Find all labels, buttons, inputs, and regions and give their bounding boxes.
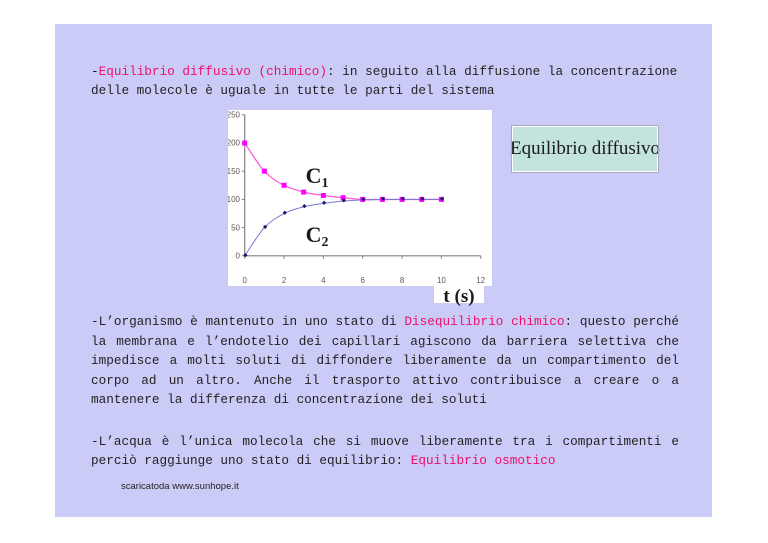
svg-text:4: 4 (321, 276, 326, 285)
svg-text:50: 50 (231, 223, 240, 232)
svg-text:200: 200 (228, 139, 241, 148)
svg-text:250: 250 (228, 111, 241, 120)
svg-text:12: 12 (476, 276, 485, 285)
svg-text:C2: C2 (305, 222, 328, 250)
svg-text:100: 100 (228, 195, 241, 204)
svg-text:0: 0 (242, 276, 247, 285)
svg-text:C1: C1 (305, 163, 328, 191)
svg-text:0: 0 (235, 251, 240, 260)
svg-text:150: 150 (228, 167, 241, 176)
svg-text:8: 8 (399, 276, 404, 285)
svg-text:2: 2 (281, 276, 286, 285)
svg-text:10: 10 (437, 276, 446, 285)
svg-text:6: 6 (360, 276, 365, 285)
